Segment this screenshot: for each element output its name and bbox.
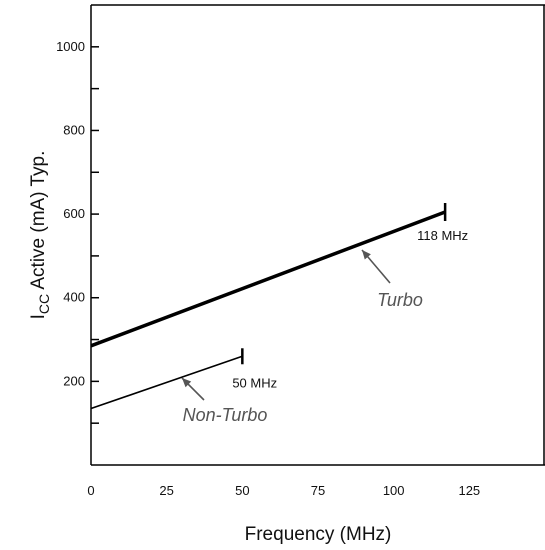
- y-tick-label: 200: [63, 373, 85, 388]
- x-tick-label: 50: [235, 483, 249, 498]
- x-axis-title: Frequency (MHz): [245, 524, 392, 545]
- y-axis-ticks: 200 400 600 800 1000: [56, 39, 99, 424]
- y-tick-label: 600: [63, 206, 85, 221]
- turbo-end-label: 118 MHz: [417, 228, 468, 243]
- x-tick-label: 75: [311, 483, 325, 498]
- x-tick-label: 0: [87, 483, 94, 498]
- turbo-series-label: Turbo: [377, 290, 423, 310]
- y-tick-label: 800: [63, 122, 85, 137]
- turbo-series-line: [90, 210, 446, 348]
- y-tick-label: 1000: [56, 39, 85, 54]
- plot-frame: [90, 4, 545, 466]
- turbo-arrow-head: [362, 250, 371, 260]
- series-layer: 118 MHz Turbo 50 MHz Non-Turbo: [90, 203, 468, 425]
- non-turbo-arrow-head: [182, 378, 192, 388]
- x-tick-label: 100: [383, 483, 405, 498]
- x-tick-label: 25: [159, 483, 173, 498]
- non-turbo-end-label: 50 MHz: [232, 375, 277, 390]
- non-turbo-series-line: [90, 355, 243, 410]
- y-tick-label: 400: [63, 290, 85, 305]
- y-axis-title: ICC Active (mA) Typ.: [28, 151, 52, 320]
- x-tick-label: 125: [458, 483, 480, 498]
- non-turbo-series-label: Non-Turbo: [183, 405, 268, 425]
- x-axis-ticks: 0 25 50 75 100 125: [87, 483, 480, 498]
